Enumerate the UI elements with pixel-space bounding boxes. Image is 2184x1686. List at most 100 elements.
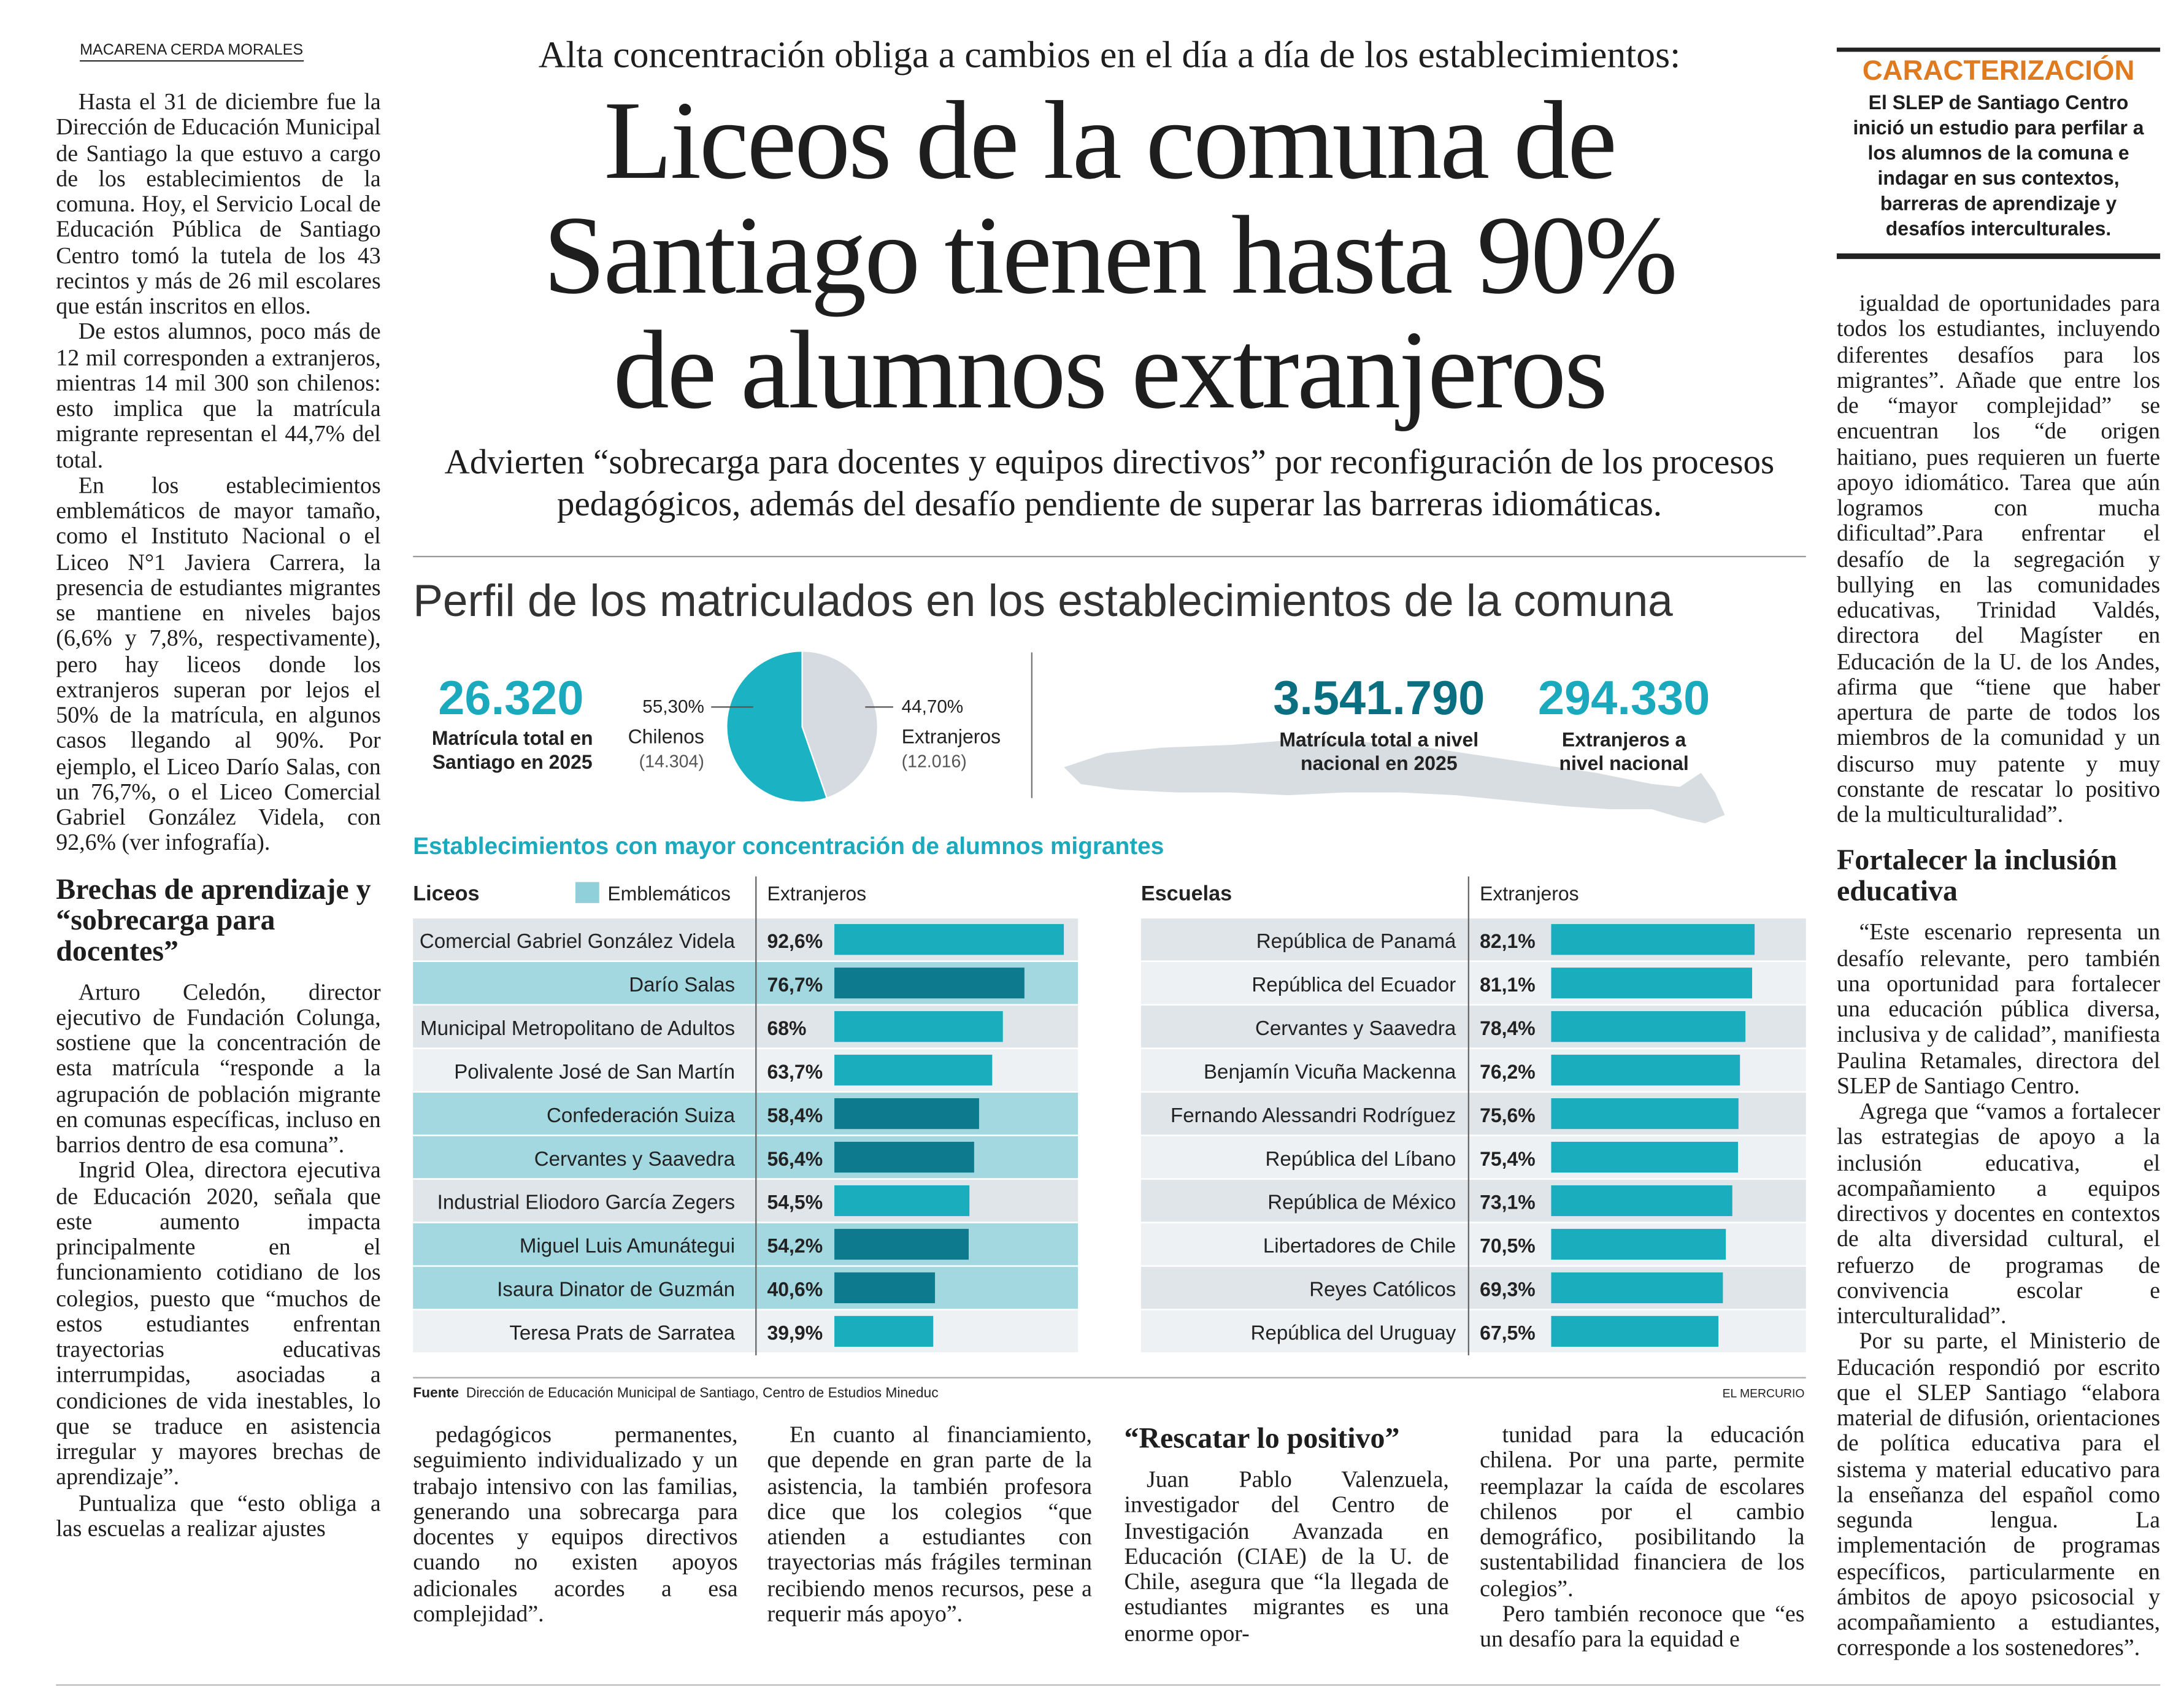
column-header: Extranjeros	[1480, 882, 1579, 904]
headline: Liceos de la comuna de Santiago tienen h…	[543, 80, 1677, 433]
column: pedagógicos permanentes, seguimiento ind…	[413, 1421, 738, 1627]
value-label: 68%	[767, 1017, 807, 1039]
paragraph: Juan Pablo Valenzuela, investigador del …	[1124, 1466, 1449, 1646]
value-label: 40,6%	[767, 1279, 823, 1301]
value-label: 58,4%	[767, 1104, 823, 1126]
value-label: 63,7%	[767, 1061, 823, 1083]
bar	[834, 1272, 936, 1304]
box-title: CARACTERIZACIÓN	[1862, 56, 2135, 87]
paragraph: tunidad para la educación chilena. Por u…	[1480, 1421, 1805, 1601]
row-name: Teresa Prats de Sarratea	[509, 1322, 735, 1345]
pie-count: (14.304)	[639, 752, 704, 772]
value-label: 54,5%	[767, 1191, 823, 1214]
row-name: República del Líbano	[1265, 1148, 1456, 1171]
bar	[1551, 924, 1755, 955]
table-row	[413, 1136, 1079, 1179]
paragraph: De estos alumnos, poco más de 12 mil cor…	[56, 318, 381, 473]
row-name: Cervantes y Saavedra	[534, 1148, 736, 1171]
column: igualdad de oportunidades para todos los…	[1836, 290, 2161, 1661]
legend-swatch	[575, 882, 599, 903]
row-name: República de Panamá	[1256, 930, 1456, 953]
column-header: Extranjeros	[767, 882, 867, 904]
subhead: Brechas de aprendizaje y “sobrecarga par…	[56, 871, 371, 967]
byline: MACARENA CERDA MORALES	[80, 42, 304, 62]
pie-value-label: 44,70%	[902, 697, 964, 717]
paragraph: igualdad de oportunidades para todos los…	[1836, 290, 2161, 828]
value-label: 82,1%	[1480, 930, 1536, 952]
box-rule	[1836, 47, 2161, 52]
paragraph: pedagógicos permanentes, seguimiento ind…	[413, 1421, 738, 1627]
subhead: “Rescatar lo positivo”	[1124, 1421, 1400, 1455]
rule	[413, 555, 1806, 558]
paragraph: En los establecimientos emblemáticos de …	[56, 471, 381, 856]
paragraph: Pero también reconoce que “es un desafío…	[1480, 1599, 1805, 1652]
bar	[834, 968, 1025, 999]
table-row	[413, 1223, 1079, 1266]
pie-name: Extranjeros	[902, 726, 1001, 748]
value-label: 78,4%	[1480, 1017, 1536, 1039]
infographic-title: Perfil de los matriculados en los establ…	[413, 576, 1673, 626]
table-header: Escuelas	[1141, 882, 1232, 905]
legend-label: Emblemáticos	[607, 882, 731, 904]
subhead: Fortalecer la inclusión educativa	[1836, 843, 2117, 908]
row-name: Isaura Dinator de Guzmán	[497, 1279, 735, 1301]
paragraph: En cuanto al financiamiento, que depende…	[767, 1421, 1092, 1627]
value-label: 54,2%	[767, 1235, 823, 1257]
value-label: 92,6%	[767, 930, 823, 952]
row-name: Darío Salas	[629, 974, 735, 996]
value-label: 39,9%	[767, 1322, 823, 1344]
deck: Advierten “sobrecarga para docentes y eq…	[444, 444, 1775, 524]
table-header: Liceos	[413, 882, 479, 905]
stat-number: 294.330	[1538, 672, 1710, 725]
kicker: Alta concentración obliga a cambios en e…	[538, 33, 1681, 76]
value-label: 67,5%	[1480, 1322, 1536, 1344]
value-label: 76,7%	[767, 974, 823, 996]
value-label: 69,3%	[1480, 1279, 1536, 1301]
value-label: 56,4%	[767, 1148, 823, 1170]
value-label: 81,1%	[1480, 974, 1536, 996]
row-name: Miguel Luis Amunátegui	[520, 1235, 735, 1258]
value-label: 76,2%	[1480, 1061, 1536, 1083]
source-text: Dirección de Educación Municipal de Sant…	[466, 1384, 939, 1400]
paragraph: Arturo Celedón, director ejecutivo de Fu…	[56, 977, 381, 1158]
paragraph: Por su parte, el Ministerio de Educación…	[1836, 1327, 2161, 1661]
credit: EL MERCURIO	[1723, 1387, 1805, 1400]
pie-count: (12.016)	[902, 752, 967, 772]
pie-name: Chilenos	[628, 726, 704, 748]
rule	[56, 1684, 2161, 1686]
bar	[834, 1315, 934, 1347]
row-name: Polivalente José de San Martín	[454, 1061, 735, 1084]
value-label: 70,5%	[1480, 1235, 1536, 1257]
row-name: República del Uruguay	[1251, 1322, 1456, 1345]
bar	[834, 1098, 979, 1130]
bar	[834, 924, 1064, 955]
column: Hasta el 31 de diciembre fue la Direcció…	[56, 89, 381, 1541]
bar	[834, 1055, 993, 1086]
bar	[834, 1141, 974, 1173]
value-label: 75,6%	[1480, 1104, 1536, 1126]
column: En cuanto al financiamiento, que depende…	[767, 1421, 1092, 1627]
stat-label: Extranjeros a nivel nacional	[1559, 728, 1689, 774]
column: tunidad para la educación chilena. Por u…	[1480, 1421, 1805, 1653]
value-label: 73,1%	[1480, 1191, 1536, 1214]
row-name: Municipal Metropolitano de Adultos	[420, 1017, 735, 1040]
bar	[834, 1228, 969, 1260]
bar	[1551, 1272, 1723, 1304]
row-name: Reyes Católicos	[1309, 1279, 1456, 1301]
value-label: 75,4%	[1480, 1148, 1536, 1170]
paragraph: Agrega que “vamos a fortalecer las estra…	[1836, 1098, 2161, 1329]
stat-number: 3.541.790	[1273, 672, 1485, 725]
bar	[1551, 968, 1753, 999]
stat-number: 26.320	[438, 672, 583, 725]
pie-slice	[801, 650, 879, 799]
row-name: Confederación Suiza	[547, 1104, 736, 1127]
stat-label: Matrícula total a nivel nacional en 2025	[1279, 728, 1478, 774]
table-row	[413, 1310, 1079, 1353]
paragraph: “Este escenario representa un desafío re…	[1836, 918, 2161, 1099]
bar	[1551, 1315, 1719, 1347]
paragraph: Ingrid Olea, directora ejecutiva de Educ…	[56, 1157, 381, 1490]
table-row	[413, 1266, 1079, 1309]
paragraph: Puntualiza que “esto obliga a las escuel…	[56, 1488, 381, 1541]
source-label: Fuente	[413, 1384, 459, 1400]
